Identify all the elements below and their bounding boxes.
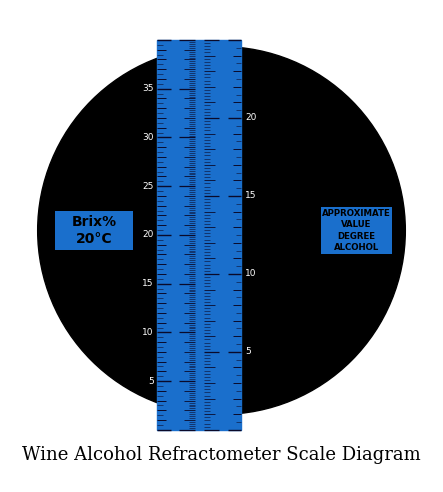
Text: 35: 35 [142, 84, 154, 93]
Bar [55, 211, 133, 250]
Text: DEGREE: DEGREE [338, 232, 376, 241]
Text: 5: 5 [148, 376, 154, 386]
Text: APPROXIMATE: APPROXIMATE [322, 209, 391, 217]
Text: ALCOHOL: ALCOHOL [334, 244, 379, 252]
Text: 10: 10 [245, 270, 256, 278]
Text: 10: 10 [142, 328, 154, 337]
Text: 20: 20 [142, 230, 154, 240]
Text: Brix%
20°C: Brix% 20°C [72, 215, 117, 246]
Text: 40: 40 [142, 35, 154, 44]
Bar [157, 40, 241, 430]
Text: 20: 20 [245, 114, 256, 123]
Text: 0: 0 [245, 426, 251, 434]
Text: 15: 15 [142, 279, 154, 288]
Text: 15: 15 [245, 191, 256, 200]
Text: 30: 30 [142, 133, 154, 142]
Circle shape [38, 47, 405, 414]
Text: VALUE: VALUE [342, 220, 372, 229]
Text: 5: 5 [245, 347, 251, 356]
Bar [321, 207, 392, 254]
Text: Wine Alcohol Refractometer Scale Diagram: Wine Alcohol Refractometer Scale Diagram [22, 446, 421, 464]
Text: 0: 0 [148, 426, 154, 434]
Text: 20°C: 20°C [185, 439, 214, 450]
Text: 25: 25 [245, 35, 256, 44]
Text: 25: 25 [142, 182, 154, 191]
